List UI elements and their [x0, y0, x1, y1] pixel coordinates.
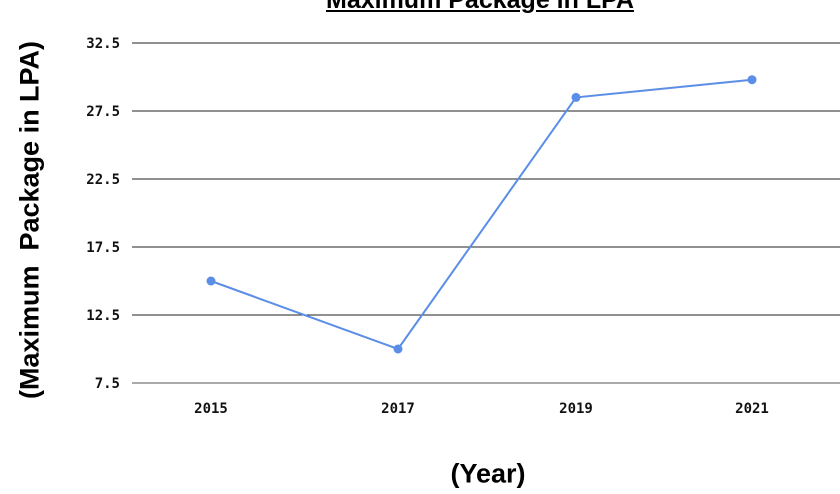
data-point — [571, 92, 581, 102]
y-tick-label: 27.5 — [86, 104, 120, 120]
x-tick-label: 2021 — [735, 401, 769, 417]
series-line — [210, 78, 753, 351]
chart-title: Maximum Package in LPA — [326, 0, 634, 14]
y-tick-label: 22.5 — [86, 172, 120, 188]
y-tick-label: 32.5 — [86, 36, 120, 52]
data-point — [393, 344, 403, 354]
x-axis-label: (Year) — [450, 458, 526, 489]
y-tick-label: 12.5 — [86, 308, 120, 324]
data-point — [206, 276, 216, 286]
y-tick-label: 17.5 — [86, 240, 120, 256]
x-tick-label: 2019 — [559, 401, 593, 417]
data-point — [747, 75, 757, 85]
x-tick-label: 2015 — [194, 401, 228, 417]
y-tick-label: 7.5 — [95, 376, 120, 392]
x-tick-label: 2017 — [381, 401, 415, 417]
